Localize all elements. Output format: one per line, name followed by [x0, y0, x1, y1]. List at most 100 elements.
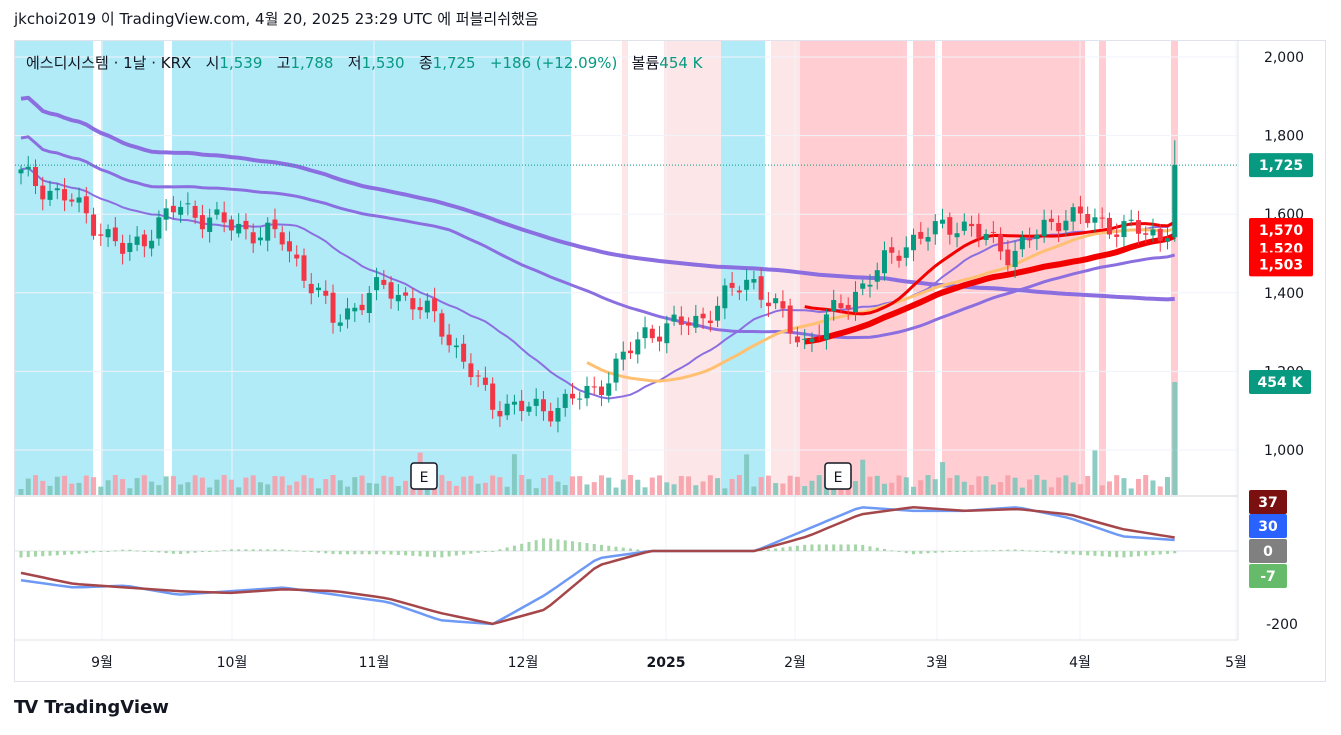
- volume-bar: [54, 476, 60, 495]
- high-label: 고: [276, 54, 291, 72]
- volume-bar: [584, 484, 590, 495]
- volume-bar: [91, 477, 97, 495]
- volume-bar: [286, 485, 292, 495]
- candle-body: [482, 377, 488, 385]
- volume-bar: [976, 476, 982, 495]
- volume-bar: [591, 482, 597, 495]
- volume-badge-box: [1249, 370, 1311, 394]
- candle-body: [867, 284, 873, 287]
- candle-body: [700, 313, 706, 319]
- candle-body: [657, 336, 663, 342]
- volume-bar: [163, 476, 169, 495]
- macd-histogram-bar: [600, 544, 603, 551]
- volume-bar: [533, 488, 539, 495]
- macd-histogram-bar: [1035, 551, 1039, 552]
- candle-body: [1172, 165, 1178, 238]
- candle-body: [134, 236, 140, 245]
- brand-name: TradingView: [44, 697, 169, 718]
- volume-bar: [490, 475, 496, 495]
- volume-bar: [1172, 382, 1178, 495]
- candle-body: [809, 338, 815, 342]
- macd-histogram-bar: [1006, 549, 1010, 551]
- volume-bar: [18, 489, 24, 495]
- volume-bar: [178, 484, 184, 495]
- macd-histogram-bar: [222, 549, 226, 551]
- macd-histogram-bar: [766, 549, 770, 551]
- candle-body: [940, 219, 946, 224]
- candle-body: [569, 393, 575, 399]
- volume-bar: [149, 481, 155, 495]
- macd-histogram-bar: [266, 549, 270, 551]
- macd-badge-box: [1249, 564, 1287, 588]
- volume-bar: [773, 483, 779, 495]
- macd-histogram-bar: [941, 551, 945, 553]
- candle-body: [548, 410, 554, 422]
- candle-body: [649, 328, 655, 339]
- moving-averages: [20, 95, 1176, 400]
- footer-brand[interactable]: TV TradingView: [14, 697, 169, 718]
- volume-bar: [671, 484, 677, 495]
- candle-body: [366, 292, 372, 313]
- candle-body: [577, 398, 583, 400]
- volume-bar: [105, 480, 111, 495]
- volume-bar: [758, 477, 764, 495]
- volume-bar: [170, 476, 176, 495]
- candle-body: [715, 305, 721, 321]
- macd-badge-box: [1249, 490, 1287, 514]
- volume-bar: [569, 476, 575, 495]
- volume-bar: [1077, 484, 1083, 495]
- macd-histogram-bar: [70, 551, 74, 555]
- candle-body: [693, 315, 699, 328]
- y-tick-label: 1,400: [1264, 286, 1304, 302]
- ma-red-thick-line: [804, 233, 1176, 345]
- volume-bar: [562, 485, 568, 495]
- candle-body: [272, 219, 278, 230]
- volume-bar: [577, 476, 583, 495]
- volume-bar: [1092, 450, 1098, 495]
- macd-histogram-bar: [984, 550, 988, 552]
- volume-bar: [1143, 475, 1149, 495]
- volume-bar: [228, 479, 234, 495]
- volume-bar: [918, 480, 924, 495]
- macd-histogram-bar: [1151, 551, 1155, 556]
- candle-body: [395, 295, 401, 302]
- volume-bar: [98, 486, 104, 495]
- candle-body: [1106, 217, 1112, 235]
- volume-bar: [76, 482, 82, 495]
- macd-badge-box: [1249, 539, 1287, 563]
- candle-body: [112, 227, 118, 242]
- chart-frame: [14, 40, 1326, 682]
- macd-histogram-bar: [469, 551, 473, 554]
- macd-histogram-bar: [875, 547, 879, 551]
- macd-histogram-bar: [317, 551, 321, 553]
- candle-body: [1150, 229, 1156, 236]
- candle-body: [562, 393, 568, 408]
- candle-body: [388, 282, 394, 299]
- candle-body: [591, 386, 597, 388]
- macd-histogram-bar: [360, 551, 364, 555]
- volume-bar: [1019, 487, 1025, 495]
- volume-bar: [729, 479, 735, 495]
- macd-y-tick-label: -200: [1266, 617, 1298, 633]
- macd-histogram-bar: [48, 551, 52, 556]
- macd-histogram-bar: [229, 549, 233, 551]
- session-bands: [15, 41, 1178, 495]
- macd-histogram-bar: [179, 551, 183, 555]
- macd-histogram-bar: [55, 551, 59, 556]
- volume-bar: [301, 475, 307, 495]
- candle-body: [286, 241, 292, 252]
- last-price-badge-label: 1,725: [1259, 158, 1303, 174]
- candle-body: [1077, 206, 1083, 214]
- candle-body: [374, 277, 380, 291]
- macd-histogram-bar: [346, 551, 350, 555]
- ma-badge-box: [1249, 217, 1313, 242]
- last-price-badge-box: [1249, 153, 1313, 178]
- earnings-marker-box: [410, 462, 438, 490]
- candle-body: [461, 343, 467, 362]
- volume-bar: [453, 485, 459, 495]
- volume-bar: [794, 476, 800, 495]
- candle-body: [192, 205, 198, 218]
- candle-body: [1135, 220, 1141, 234]
- session-band: [15, 41, 93, 495]
